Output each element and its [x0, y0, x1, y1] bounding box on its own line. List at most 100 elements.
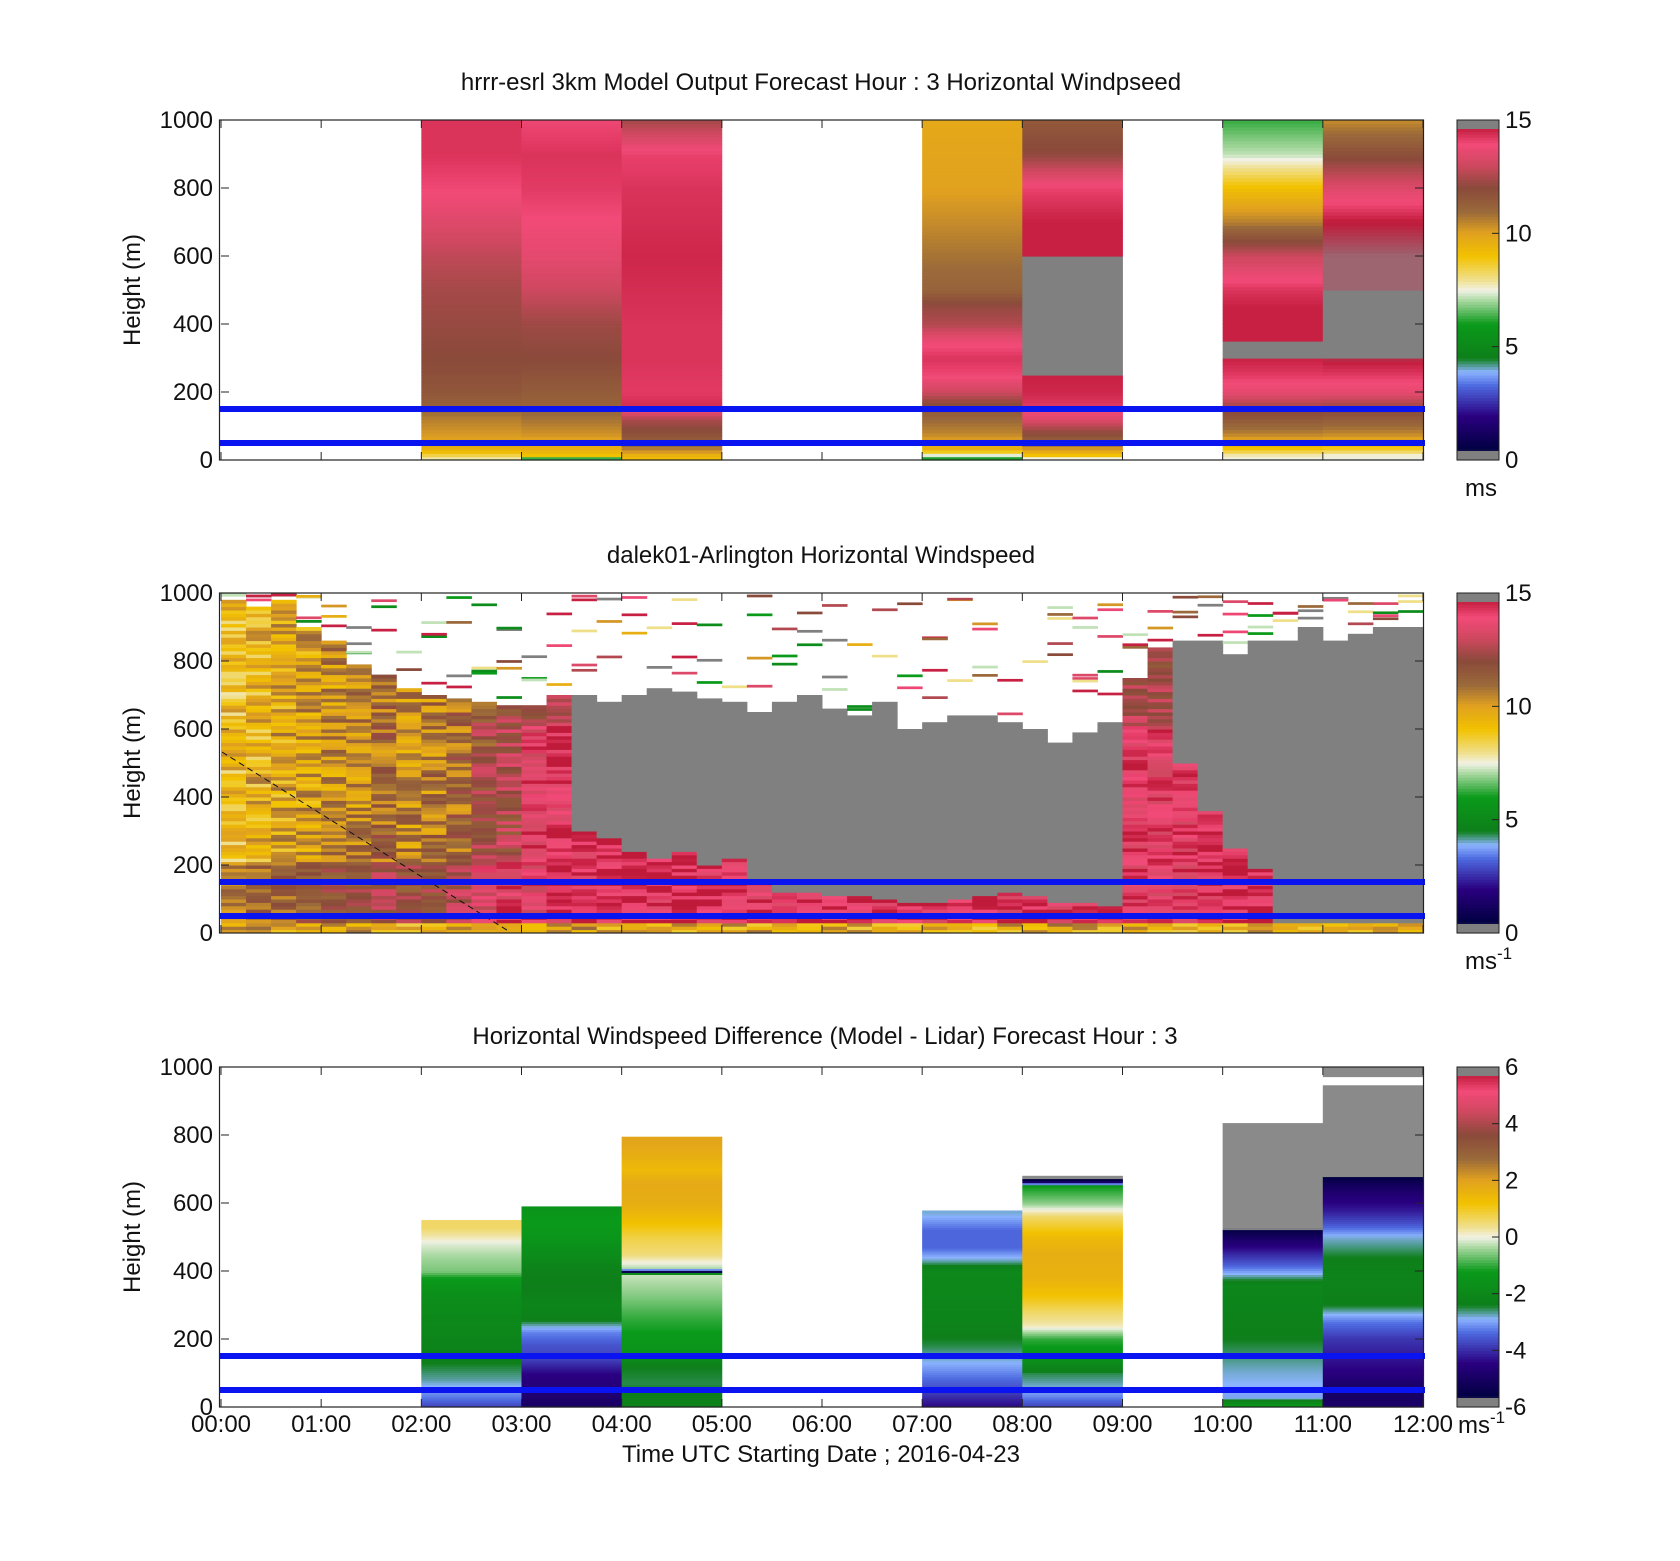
heat-cell — [1097, 827, 1123, 832]
heat-cell — [571, 892, 598, 897]
heat-cell — [296, 783, 322, 788]
heat-cell — [571, 868, 598, 873]
heat-cell — [1247, 698, 1274, 703]
heat-cell — [621, 296, 723, 301]
heat-cell — [1372, 841, 1399, 846]
heat-cell — [1372, 776, 1399, 781]
heat-cell — [1297, 899, 1324, 903]
heat-cell — [1272, 611, 1299, 615]
heat-cell — [321, 831, 347, 835]
heat-cell — [1022, 286, 1123, 291]
heat-cell — [947, 919, 973, 924]
heat-cell — [1122, 841, 1149, 846]
heat-cell — [371, 848, 397, 852]
heat-cell — [1147, 661, 1174, 665]
heat-cell — [922, 905, 948, 910]
heat-cell — [1047, 824, 1073, 829]
heat-cell — [922, 780, 948, 784]
colorbar-segment — [1457, 746, 1499, 750]
heat-cell — [1297, 800, 1324, 805]
heat-cell — [421, 181, 522, 186]
heat-cell — [1247, 800, 1274, 805]
heat-cell — [1047, 841, 1073, 846]
colorbar-segment — [1457, 904, 1499, 909]
heat-cell — [922, 776, 948, 781]
heat-cell — [1272, 712, 1299, 716]
colorbar-segment — [1457, 349, 1499, 353]
heat-cell — [1372, 895, 1399, 900]
heat-cell — [1347, 705, 1374, 710]
heat-cell — [246, 810, 272, 815]
heat-cell — [396, 851, 422, 856]
heat-cell — [1347, 701, 1374, 706]
heat-cell — [271, 865, 297, 869]
heat-cell — [1222, 279, 1324, 284]
heat-cell — [471, 790, 497, 795]
heat-cell — [771, 871, 798, 876]
heat-cell — [621, 695, 648, 699]
heat-cell — [1097, 905, 1123, 910]
heat-cell — [421, 1333, 522, 1337]
heat-cell — [1122, 722, 1149, 727]
heat-cell — [1172, 640, 1199, 645]
heat-cell — [521, 810, 548, 815]
heat-cell — [421, 848, 447, 852]
heat-cell — [1347, 647, 1374, 652]
heat-cell — [621, 368, 723, 373]
heat-cell — [847, 905, 873, 910]
heat-cell — [571, 742, 598, 747]
heat-cell — [396, 749, 422, 754]
heat-cell — [1222, 208, 1324, 213]
heat-cell — [1222, 841, 1249, 846]
heat-cell — [1147, 892, 1174, 897]
heat-cell — [421, 837, 447, 842]
heat-cell — [521, 358, 623, 362]
heat-cell — [1172, 705, 1199, 710]
heat-cell — [1172, 905, 1199, 910]
heat-cell — [321, 752, 347, 757]
heat-cell — [296, 810, 322, 815]
heat-cell — [1022, 177, 1123, 182]
heat-cell — [922, 766, 948, 771]
heat-cell — [296, 831, 322, 835]
heat-cell — [1097, 756, 1123, 761]
heat-cell — [1347, 644, 1374, 648]
heat-cell — [646, 783, 673, 788]
heat-cell — [1247, 807, 1274, 812]
heat-cell — [922, 177, 1023, 182]
heat-cell — [1147, 708, 1174, 713]
colorbar-segment — [1457, 890, 1499, 894]
heat-cell — [746, 790, 773, 795]
heat-cell — [421, 929, 447, 934]
heat-cell — [1022, 307, 1123, 311]
heat-cell — [872, 790, 898, 795]
heat-cell — [596, 803, 623, 808]
heat-cell — [396, 800, 422, 805]
heat-cell — [997, 712, 1023, 716]
heat-cell — [571, 698, 598, 703]
heat-cell — [746, 759, 773, 764]
heat-cell — [521, 1296, 623, 1300]
heat-cell — [421, 1220, 522, 1222]
heat-cell — [1347, 786, 1374, 791]
heat-cell — [796, 929, 823, 934]
heat-cell — [546, 824, 573, 829]
heat-cell — [421, 256, 522, 260]
heat-cell — [1272, 820, 1299, 825]
heat-cell — [1272, 691, 1299, 696]
heat-cell — [847, 885, 873, 890]
heat-cell — [1122, 909, 1149, 914]
heat-cell — [997, 729, 1023, 733]
colorbar-frame — [1456, 592, 1500, 934]
heat-cell — [321, 695, 347, 699]
heat-cell — [1072, 673, 1098, 677]
heat-cell — [696, 749, 723, 754]
heat-cell — [746, 797, 773, 801]
heat-cell — [521, 1372, 623, 1375]
heat-cell — [571, 766, 598, 771]
heat-cell — [1197, 820, 1224, 825]
heat-cell — [822, 909, 848, 914]
heat-cell — [822, 929, 848, 934]
heat-cell — [972, 800, 998, 805]
